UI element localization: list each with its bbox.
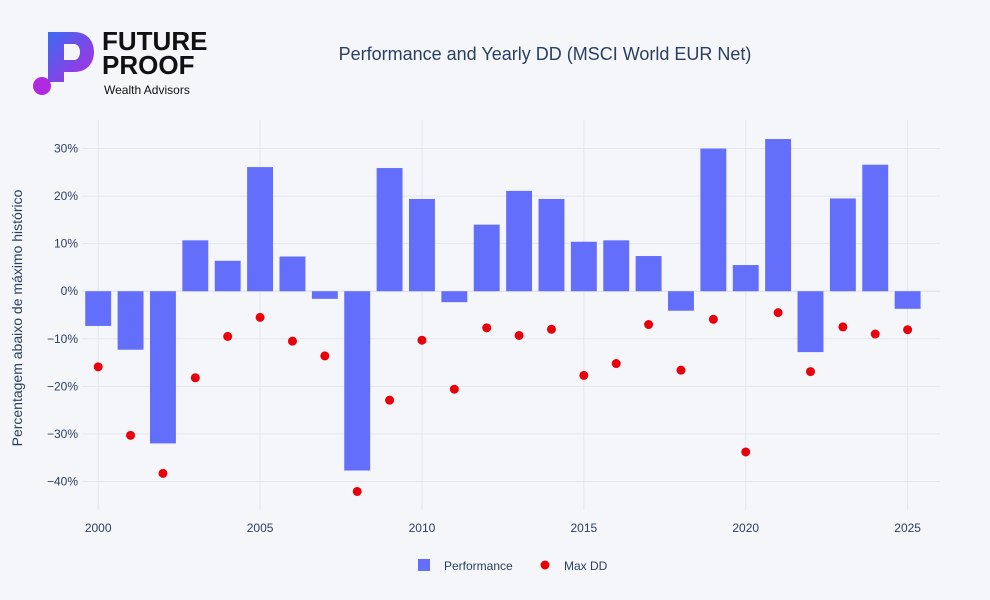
performance-bar <box>538 198 565 292</box>
max-dd-point <box>287 336 297 346</box>
max-dd-point <box>352 486 362 496</box>
performance-bar <box>409 198 435 292</box>
x-tick-label: 2020 <box>732 521 759 535</box>
x-tick-label: 2015 <box>570 521 597 535</box>
performance-bar <box>85 291 112 326</box>
max-dd-point <box>838 322 848 332</box>
performance-bar <box>506 190 533 292</box>
max-dd-point <box>644 320 654 330</box>
max-dd-point <box>126 430 136 440</box>
max-dd-point <box>579 370 589 380</box>
performance-bar <box>117 291 144 350</box>
max-dd-point <box>482 323 492 333</box>
performance-bar <box>894 291 921 309</box>
legend-performance-swatch <box>418 559 430 571</box>
y-tick-label: −20% <box>47 379 78 393</box>
performance-bar <box>668 291 694 311</box>
max-dd-point <box>676 365 686 375</box>
logo-dot-icon <box>33 77 51 95</box>
performance-bars <box>85 139 921 471</box>
performance-bar <box>797 291 824 353</box>
max-dd-point <box>449 384 459 394</box>
legend-max-dd-label: Max DD <box>564 559 608 573</box>
x-tick-label: 2005 <box>247 521 274 535</box>
chart-title: Performance and Yearly DD (MSCI World EU… <box>339 44 752 64</box>
max-dd-point <box>417 335 427 345</box>
legend[interactable]: Performance Max DD <box>418 559 608 573</box>
performance-bar <box>214 260 241 292</box>
max-dd-point <box>514 330 524 340</box>
performance-bar <box>732 265 759 292</box>
future-proof-logo: FUTURE PROOF Wealth Advisors <box>33 26 207 97</box>
y-tick-label: 10% <box>54 237 78 251</box>
performance-bar <box>182 240 209 292</box>
y-tick-label: −40% <box>47 474 78 488</box>
performance-bar <box>829 198 856 292</box>
legend-max-dd-swatch <box>540 560 550 570</box>
max-dd-point <box>546 324 556 334</box>
max-dd-point <box>158 468 168 478</box>
max-dd-point <box>190 373 200 383</box>
y-tick-label: 0% <box>61 284 79 298</box>
performance-bar <box>635 256 662 292</box>
performance-bar <box>570 241 597 292</box>
max-dd-point <box>805 367 815 377</box>
max-dd-point <box>741 447 751 457</box>
max-dd-points <box>93 308 913 496</box>
y-tick-label: −30% <box>47 427 78 441</box>
max-dd-point <box>773 308 783 318</box>
max-dd-point <box>320 351 330 361</box>
logo-line3: Wealth Advisors <box>104 83 190 97</box>
x-tick-label: 2010 <box>409 521 436 535</box>
x-tick-label: 2025 <box>894 521 921 535</box>
max-dd-point <box>870 329 880 339</box>
performance-bar <box>603 240 630 292</box>
logo-line2: PROOF <box>102 50 194 80</box>
performance-bar <box>344 291 371 471</box>
performance-bar <box>765 139 792 292</box>
max-dd-point <box>93 362 103 372</box>
performance-bar <box>441 291 468 303</box>
max-dd-point <box>223 331 233 341</box>
legend-performance-label: Performance <box>444 559 513 573</box>
performance-bar <box>473 224 500 292</box>
max-dd-point <box>903 325 913 335</box>
y-tick-label: 20% <box>54 189 78 203</box>
y-tick-label: −10% <box>47 332 78 346</box>
performance-bar <box>862 164 889 292</box>
performance-bar <box>247 167 274 292</box>
performance-bar <box>149 291 176 444</box>
performance-bar <box>311 291 338 299</box>
x-tick-label: 2000 <box>85 521 112 535</box>
axis-ticks: 2000 2005 2010 2015 2020 2025 30% 20% 10% 0% −10% −… <box>47 142 921 535</box>
logo-mark-icon <box>48 32 94 82</box>
logo-line1: FUTURE <box>102 26 207 56</box>
max-dd-point <box>708 314 718 324</box>
max-dd-point <box>385 395 395 405</box>
performance-bar <box>376 168 403 292</box>
performance-bar <box>279 256 306 292</box>
max-dd-point <box>611 359 621 369</box>
max-dd-point <box>255 312 265 322</box>
y-tick-label: 30% <box>54 142 78 156</box>
performance-bar <box>700 148 727 292</box>
y-axis-title: Percentagem abaixo de máximo histórico <box>9 189 25 446</box>
